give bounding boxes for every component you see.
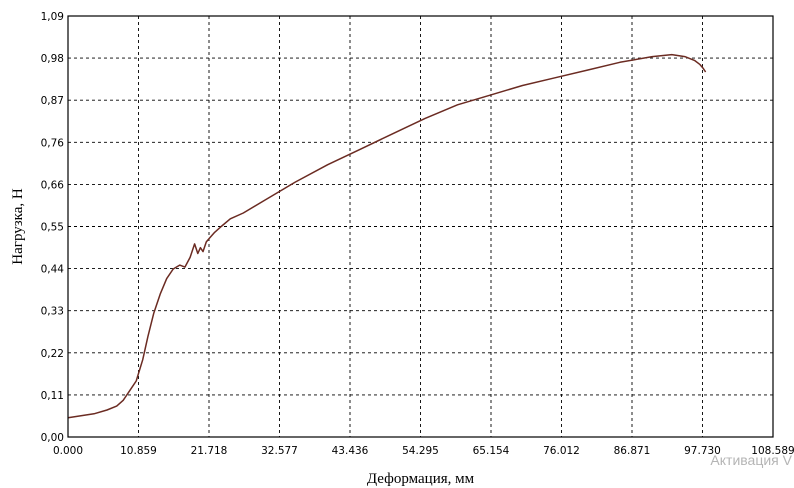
x-tick-label: 54.295 [402, 445, 439, 457]
y-tick-label: 0,22 [41, 348, 64, 360]
x-tick-label: 97.730 [684, 445, 721, 457]
y-tick-label: 0,33 [41, 306, 64, 318]
grid [68, 16, 773, 437]
series-line [67, 53, 707, 419]
x-tick-labels: 0.000 10.859 21.718 32.577 43.436 54.295 65.15… [53, 445, 794, 457]
y-tick-label: 0,44 [41, 264, 65, 276]
x-tick-label: 65.154 [473, 445, 510, 457]
y-tick-label: 0,55 [41, 222, 64, 234]
x-tick-label: 10.859 [120, 445, 157, 457]
x-tick-label: 76.012 [543, 445, 580, 457]
plot-frame [67, 15, 774, 438]
watermark-text: Активация V [710, 452, 792, 468]
y-tick-label: 0,00 [41, 432, 64, 444]
x-tick-label: 86.871 [614, 445, 651, 457]
y-tick-label: 0,11 [41, 390, 64, 402]
x-tick-label: 43.436 [332, 445, 369, 457]
y-axis-title: Нагрузка, Н [10, 188, 26, 265]
y-tick-label: 1,09 [41, 11, 64, 23]
y-tick-label: 0,98 [41, 53, 64, 65]
y-tick-labels: 0,00 0,11 0,22 0,33 0,44 0,55 0,66 0,76 0,87 0,98… [41, 11, 65, 444]
x-axis-title: Деформация, мм [367, 471, 475, 487]
x-tick-label: 21.718 [191, 445, 228, 457]
y-tick-label: 0,66 [41, 179, 65, 191]
y-tick-label: 0,87 [41, 95, 64, 107]
series-layer [67, 53, 707, 419]
y-tick-label: 0,76 [41, 137, 65, 149]
x-tick-label: 0.000 [53, 445, 83, 457]
x-tick-label: 108.589 [751, 445, 794, 457]
x-tick-label: 32.577 [261, 445, 298, 457]
